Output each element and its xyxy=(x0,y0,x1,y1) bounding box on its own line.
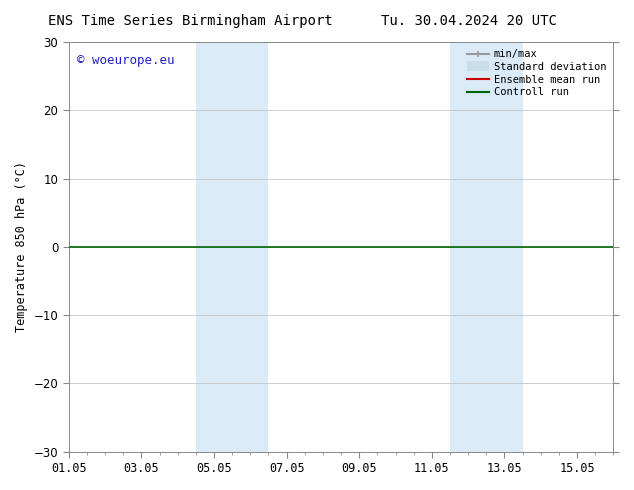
Legend: min/max, Standard deviation, Ensemble mean run, Controll run: min/max, Standard deviation, Ensemble me… xyxy=(465,47,608,99)
Text: ENS Time Series Birmingham Airport: ENS Time Series Birmingham Airport xyxy=(48,14,333,28)
Bar xyxy=(196,42,268,452)
Text: © woeurope.eu: © woeurope.eu xyxy=(77,54,174,67)
Bar xyxy=(450,42,522,452)
Y-axis label: Temperature 850 hPa (°C): Temperature 850 hPa (°C) xyxy=(15,161,28,332)
Text: Tu. 30.04.2024 20 UTC: Tu. 30.04.2024 20 UTC xyxy=(381,14,557,28)
